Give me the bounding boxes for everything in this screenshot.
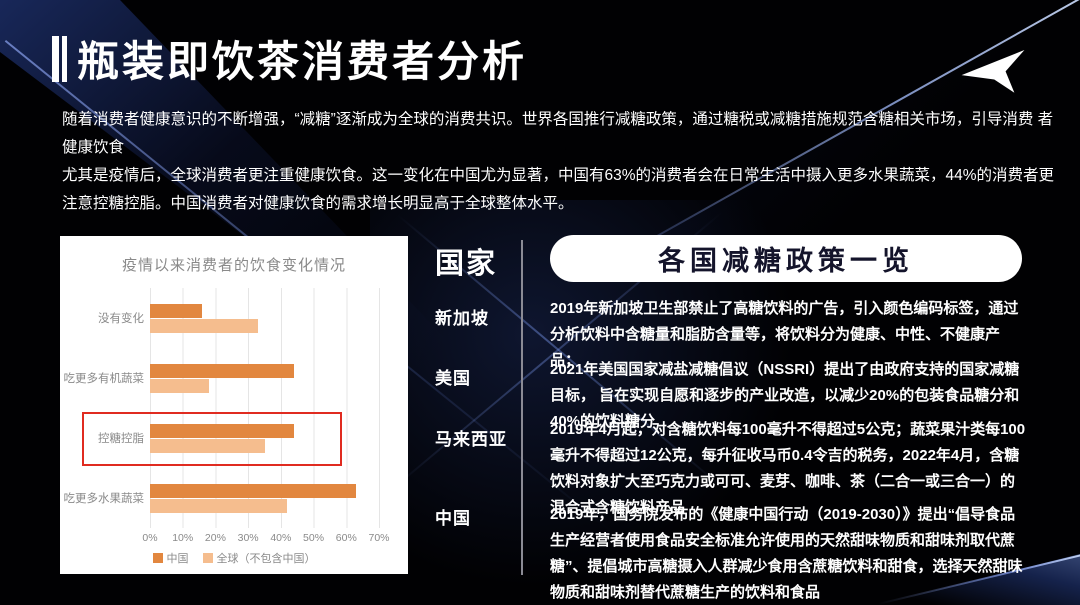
chart-category-label: 没有变化 bbox=[98, 313, 144, 325]
x-axis-tick: 70% bbox=[368, 532, 390, 544]
bar-全球（不包含中国） bbox=[150, 378, 209, 393]
country-label-singapore: 新加坡 bbox=[435, 309, 489, 328]
country-label-china: 中国 bbox=[435, 509, 471, 528]
page-title: 瓶装即饮茶消费者分析 bbox=[77, 38, 528, 85]
policy-panel-title-pill: 各国减糖政策一览 bbox=[550, 235, 1022, 282]
legend-item: 全球（不包含中国） bbox=[202, 550, 316, 566]
diet-change-chart: 疫情以来消费者的饮食变化情况 没有变化吃更多有机蔬菜控糖控脂吃更多水果蔬菜 0%… bbox=[60, 236, 408, 574]
x-axis-tick: 60% bbox=[335, 532, 357, 544]
x-axis-tick: 0% bbox=[142, 532, 158, 544]
chart-category-labels: 没有变化吃更多有机蔬菜控糖控脂吃更多水果蔬菜 bbox=[60, 288, 145, 528]
bar-中国 bbox=[150, 423, 294, 438]
legend-label: 全球（不包含中国） bbox=[216, 553, 316, 565]
legend-swatch bbox=[202, 553, 213, 563]
vertical-divider bbox=[521, 240, 523, 575]
policy-text-malaysia: 2019年4月起，对含糖饮料每100毫升不得超过5公克；蔬菜果汁类每100毫升不… bbox=[550, 421, 1026, 516]
chart-bar-row bbox=[150, 468, 379, 528]
legend-label: 中国 bbox=[166, 553, 189, 565]
country-label-malaysia: 马来西亚 bbox=[435, 430, 507, 449]
x-axis-tick: 20% bbox=[204, 532, 226, 544]
legend-item: 中国 bbox=[152, 550, 189, 566]
policy-panel-title: 各国减糖政策一览 bbox=[658, 246, 914, 276]
x-axis-tick: 30% bbox=[237, 532, 259, 544]
x-axis-tick: 10% bbox=[172, 532, 194, 544]
header: 瓶装即饮茶消费者分析 bbox=[52, 28, 527, 89]
intro-paragraph-1: 随着消费者健康意识的不断增强，“减糖”逐渐成为全球的消费共识。世界各国推行减糖政… bbox=[62, 111, 1054, 156]
chart-x-axis: 0% 10% 20% 30% 40% 50% 60% 70% bbox=[142, 532, 389, 546]
chart-bar-row bbox=[150, 348, 379, 408]
x-axis-tick: 40% bbox=[270, 532, 292, 544]
chart-category-label: 控糖控脂 bbox=[98, 433, 144, 445]
chart-category-label: 吃更多有机蔬菜 bbox=[63, 373, 145, 385]
chart-bar-row bbox=[150, 288, 379, 348]
policy-text-usa: 2021年美国国家减盐减糖倡议（NSSRI）提出了由政府支持的国家减糖目标， 旨… bbox=[550, 361, 1020, 430]
policy-text-singapore: 2019年新加坡卫生部禁止了高糖饮料的广告，引入颜色编码标签，通过分析饮料中含糖… bbox=[550, 300, 1019, 369]
intro-paragraph-2: 尤其是疫情后，全球消费者更注重健康饮食。这一变化在中国尤为显著，中国有63%的消… bbox=[62, 167, 1055, 212]
bar-全球（不包含中国） bbox=[150, 438, 265, 453]
bar-全球（不包含中国） bbox=[150, 498, 288, 513]
highlight-box-sugar-fat-control bbox=[82, 412, 342, 466]
country-label-usa: 美国 bbox=[435, 369, 471, 388]
bar-中国 bbox=[150, 363, 294, 378]
country-column-header: 国家 bbox=[435, 248, 498, 280]
paper-plane-icon bbox=[961, 50, 1025, 93]
chart-legend: 中国 全球（不包含中国） bbox=[60, 550, 408, 566]
intro-text: 随着消费者健康意识的不断增强，“减糖”逐渐成为全球的消费共识。世界各国推行减糖政… bbox=[62, 106, 1060, 218]
title-marker-bars bbox=[52, 35, 67, 82]
bar-全球（不包含中国） bbox=[150, 318, 258, 333]
chart-bar-row bbox=[150, 408, 379, 468]
policy-text-china: 2019年，国务院发布的《健康中国行动（2019-2030）》提出“倡导食品生产… bbox=[550, 506, 1023, 601]
chart-category-label: 吃更多水果蔬菜 bbox=[63, 493, 145, 505]
bar-中国 bbox=[150, 483, 357, 498]
legend-swatch bbox=[152, 553, 163, 563]
chart-title: 疫情以来消费者的饮食变化情况 bbox=[121, 257, 346, 274]
bar-中国 bbox=[150, 303, 203, 318]
chart-plot-area bbox=[150, 288, 380, 528]
x-axis-tick: 50% bbox=[303, 532, 325, 544]
